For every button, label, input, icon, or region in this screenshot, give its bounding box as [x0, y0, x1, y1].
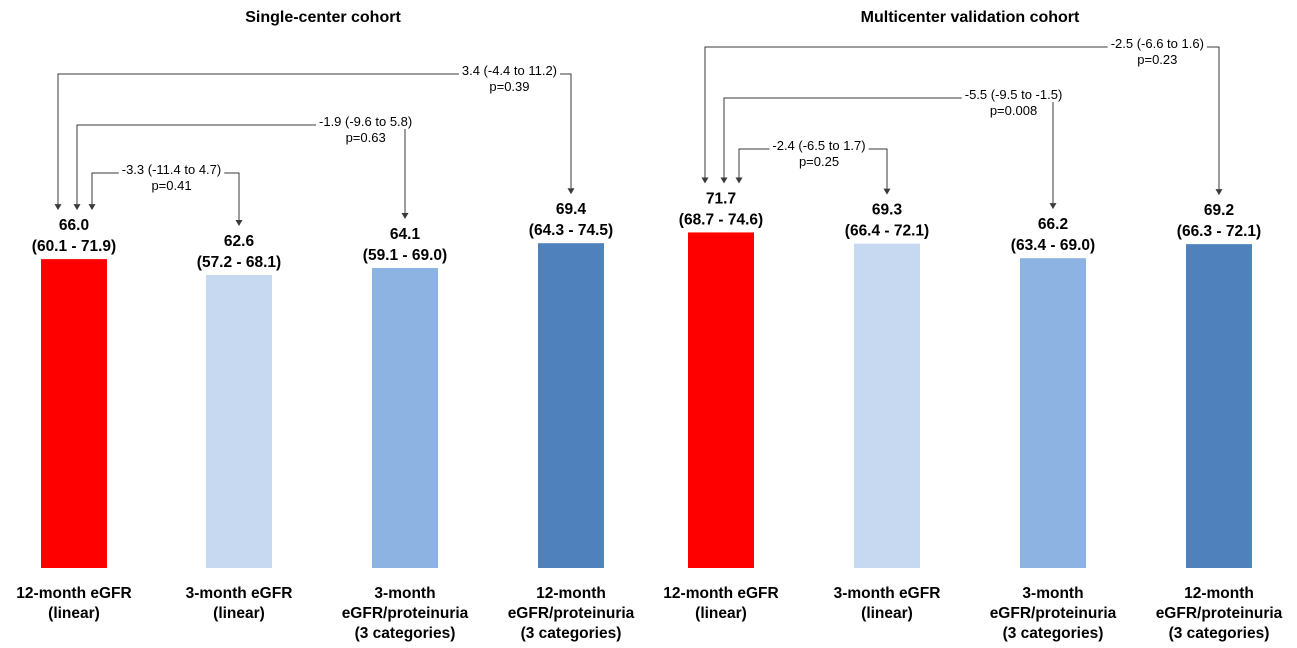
- comparison-p-value: p=0.41: [151, 178, 191, 193]
- bar: [538, 243, 604, 568]
- arrow-head-icon: [401, 213, 409, 220]
- bar: [688, 232, 754, 568]
- comparison-difference: -2.4 (-6.5 to 1.7): [772, 138, 865, 153]
- annotation-background: [1107, 35, 1207, 51]
- category-label: 3-month: [374, 585, 435, 602]
- category-label: 3-month eGFR: [834, 585, 941, 602]
- chart-panel-1: Single-center cohort 66.0 (60.1 - 71.9) 12-…: [16, 9, 634, 642]
- bar-value-label: 66.0: [59, 217, 89, 234]
- category-label: 3-month: [1022, 585, 1083, 602]
- chart-title: Multicenter validation cohort: [861, 9, 1080, 26]
- bar-value-label: 64.1: [390, 226, 421, 243]
- comparison-p-value: p=0.008: [990, 103, 1037, 118]
- category-label: (linear): [695, 605, 747, 622]
- category-label: eGFR/proteinuria: [342, 605, 469, 622]
- bar-value-label: 66.2: [1038, 216, 1068, 233]
- category-label: 3-month eGFR: [186, 585, 293, 602]
- comparison-bracket: [76, 124, 406, 214]
- comparison-difference: 3.4 (-4.4 to 11.2): [462, 63, 557, 78]
- bar: [854, 243, 920, 568]
- bar-ci-label: (60.1 - 71.9): [32, 238, 116, 255]
- annotation-background: [769, 137, 869, 153]
- bar-value-label: 69.4: [556, 201, 587, 218]
- arrow-head-icon: [1215, 189, 1223, 196]
- bar-ci-label: (68.7 - 74.6): [679, 211, 763, 228]
- category-label: (3 categories): [355, 625, 456, 642]
- bar-ci-label: (66.4 - 72.1): [845, 223, 929, 240]
- annotation-background: [961, 86, 1066, 102]
- bar-ci-label: (63.4 - 69.0): [1011, 237, 1095, 254]
- comparison-p-value: p=0.23: [1137, 52, 1177, 67]
- arrow-head-icon: [701, 177, 709, 184]
- category-label: 12-month: [1184, 585, 1254, 602]
- comparison-difference: -5.5 (-9.5 to -1.5): [965, 87, 1063, 102]
- arrow-head-icon: [735, 177, 743, 184]
- category-label: (3 categories): [1003, 625, 1104, 642]
- bar: [206, 275, 272, 568]
- comparison-difference: -3.3 (-11.4 to 4.7): [122, 162, 221, 177]
- arrow-head-icon: [235, 220, 243, 227]
- comparison-bracket: [723, 97, 1054, 204]
- category-label: 12-month: [536, 585, 606, 602]
- bar-value-label: 69.3: [872, 202, 903, 219]
- comparison-bracket: [57, 73, 572, 205]
- category-label: (3 categories): [1169, 625, 1270, 642]
- comparison-p-value: p=0.39: [489, 79, 529, 94]
- annotation-background: [316, 113, 416, 129]
- chart-title: Single-center cohort: [245, 9, 401, 26]
- category-label: 12-month eGFR: [663, 585, 778, 602]
- comparison-difference: -1.9 (-9.6 to 5.8): [319, 114, 412, 129]
- bar-value-label: 69.2: [1204, 202, 1234, 219]
- chart-panel-2: Multicenter validation cohort 71.7 (68.7 -…: [663, 9, 1282, 642]
- category-label: (3 categories): [521, 625, 622, 642]
- annotation-background: [458, 62, 561, 78]
- comparison-difference: -2.5 (-6.6 to 1.6): [1111, 36, 1204, 51]
- arrow-head-icon: [720, 177, 728, 184]
- comparison-p-value: p=0.63: [346, 130, 386, 145]
- category-label: (linear): [48, 605, 100, 622]
- arrow-head-icon: [54, 204, 62, 211]
- category-label: (linear): [861, 605, 913, 622]
- bar-ci-label: (57.2 - 68.1): [197, 254, 281, 271]
- bar: [1186, 244, 1252, 569]
- category-label: eGFR/proteinuria: [990, 605, 1117, 622]
- bar-value-label: 62.6: [224, 233, 255, 250]
- category-label: (linear): [213, 605, 265, 622]
- category-label: eGFR/proteinuria: [1156, 605, 1283, 622]
- arrow-head-icon: [88, 204, 96, 211]
- bar: [372, 268, 438, 568]
- bar-value-label: 71.7: [706, 190, 736, 207]
- bar: [41, 259, 107, 568]
- category-label: eGFR/proteinuria: [508, 605, 635, 622]
- arrow-head-icon: [1049, 203, 1057, 210]
- arrow-head-icon: [73, 204, 81, 211]
- comparison-bracket: [704, 46, 1220, 190]
- bar: [1020, 258, 1086, 568]
- arrow-head-icon: [883, 188, 891, 195]
- annotation-background: [118, 161, 225, 177]
- category-label: 12-month eGFR: [16, 585, 131, 602]
- bar-ci-label: (66.3 - 72.1): [1177, 223, 1261, 240]
- comparison-p-value: p=0.25: [799, 154, 839, 169]
- arrow-head-icon: [567, 188, 575, 195]
- bar-ci-label: (59.1 - 69.0): [363, 247, 447, 264]
- bar-ci-label: (64.3 - 74.5): [529, 222, 613, 239]
